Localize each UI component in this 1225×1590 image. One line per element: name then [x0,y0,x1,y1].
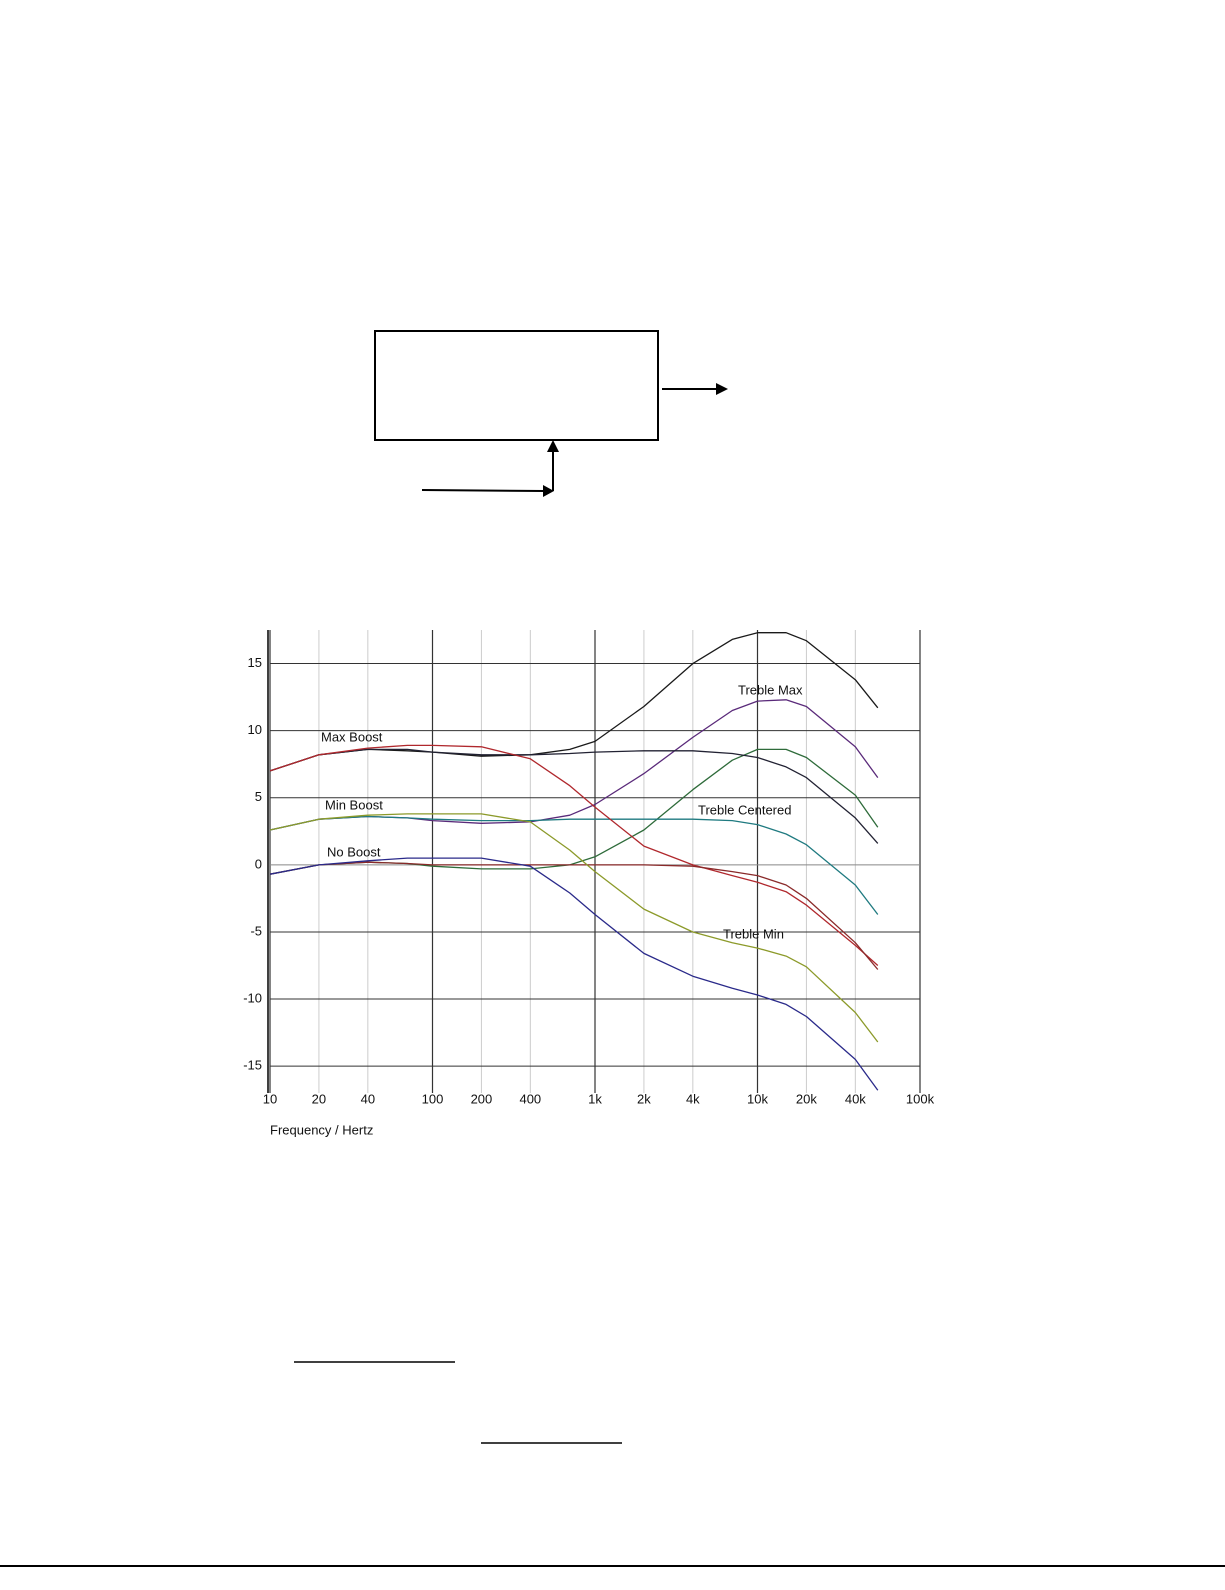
x-tick-label: 20k [796,1091,817,1106]
x-tick-label: 400 [519,1091,541,1106]
chart: Frequency / Hertz 10 20 40 100 200 400 1k 2k 4k 1… [243,630,935,1137]
x-tick-label: 4k [686,1091,700,1106]
y-tick-label: -15 [243,1058,262,1073]
x-tick-label: 10 [263,1091,277,1106]
output-arrowhead [716,383,728,395]
x-tick-label: 2k [637,1091,651,1106]
x-axis-label: Frequency / Hertz [270,1122,373,1137]
x-tick-label: 40 [361,1091,375,1106]
annotation: Treble Max [738,682,803,697]
series-line [269,744,879,966]
block-box [374,330,659,441]
input-arrow [421,489,545,492]
x-tick-label: 1k [588,1091,602,1106]
y-tick-label: 10 [248,722,262,737]
y-tick-label: 0 [255,856,262,871]
series-line [269,748,879,844]
y-tick-label: -5 [250,923,262,938]
annotation: Min Boost [325,797,383,812]
y-tick-label: -10 [243,990,262,1005]
y-tick-label: 5 [255,789,262,804]
annotation: Max Boost [321,729,383,744]
annotation: Treble Min [723,926,784,941]
x-tick-label: 100k [906,1091,935,1106]
series-line [269,632,879,772]
series-line [269,861,879,970]
x-tick-label: 40k [845,1091,866,1106]
x-tick-label: 20 [312,1091,326,1106]
series-line [269,815,879,915]
input-arrowhead [543,485,554,497]
y-tick-label: 15 [248,655,262,670]
annotation: No Boost [327,844,381,859]
x-tick-label: 100 [422,1091,444,1106]
series-line [269,857,879,1091]
x-tick-label: 10k [747,1091,768,1106]
annotation: Treble Centered [698,802,791,817]
x-tick-label: 200 [471,1091,493,1106]
feed-arrowhead [547,440,559,452]
series-line [269,813,879,1043]
